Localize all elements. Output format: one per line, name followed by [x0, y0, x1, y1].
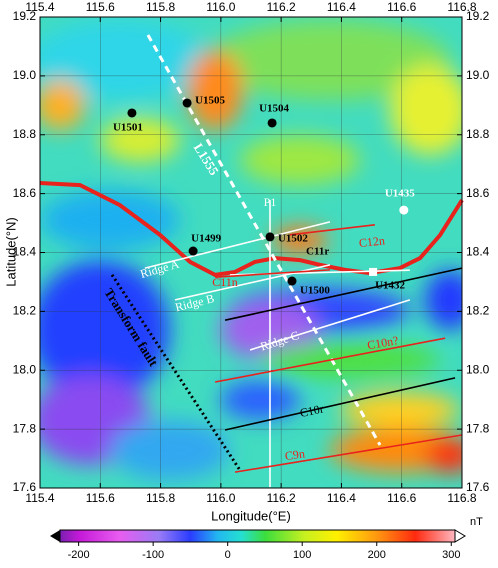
y-tick-label: 17.6 — [13, 480, 37, 494]
site-label: U1505 — [195, 94, 225, 106]
colorbar-tick-label: 0 — [225, 549, 231, 561]
x-tick-label-top: 116.2 — [267, 0, 296, 14]
y-tick-label: 17.8 — [13, 421, 37, 435]
x-tick-label: 116.0 — [206, 491, 235, 505]
site-label: U1432 — [375, 279, 405, 291]
line-label: C10n? — [366, 333, 399, 352]
site-marker — [369, 267, 378, 276]
site-label: U1504 — [259, 103, 289, 115]
profile-line — [224, 267, 463, 321]
x-tick-label-top: 115.4 — [25, 0, 54, 14]
site-marker — [399, 205, 409, 215]
line-label: P1 — [264, 195, 277, 209]
profile-line — [110, 274, 242, 471]
y-tick-label-right: 18.6 — [466, 186, 490, 200]
x-tick-label: 115.6 — [86, 491, 115, 505]
x-tick-label: 116.8 — [447, 491, 476, 505]
profile-line — [224, 377, 456, 431]
profile-line — [144, 221, 331, 269]
x-tick-label: 115.8 — [146, 491, 175, 505]
line-label: C12n — [358, 233, 385, 250]
colorbar-tick-label: 200 — [368, 549, 386, 561]
y-tick-label-right: 19.0 — [466, 68, 490, 82]
profile-line — [214, 337, 446, 383]
y-tick-label-right: 18.0 — [466, 362, 490, 376]
y-tick-label: 19.2 — [13, 9, 37, 23]
y-tick-label-right: 18.8 — [466, 127, 490, 141]
y-tick-label-right: 17.8 — [466, 421, 490, 435]
y-tick-label: 18.6 — [13, 186, 37, 200]
site-label: U1502 — [278, 232, 308, 244]
site-marker — [188, 246, 198, 256]
x-tick-label-top: 116.6 — [387, 0, 416, 14]
x-axis-label: Longitude(°E) — [211, 508, 291, 523]
colorbar-high-arrow — [454, 529, 466, 543]
site-marker — [287, 276, 297, 286]
profile-line — [215, 269, 331, 279]
site-marker — [127, 108, 137, 118]
site-label: U1435 — [385, 188, 415, 200]
x-tick-label-top: 116.0 — [206, 0, 235, 14]
site-marker — [265, 232, 275, 242]
colorbar-tick-label: -100 — [142, 549, 164, 561]
colorbar-tick-label: 300 — [442, 549, 460, 561]
x-tick-label: 116.6 — [387, 491, 416, 505]
line-label: C9n — [284, 446, 306, 463]
x-tick-label-top: 116.8 — [447, 0, 476, 14]
colorbar — [60, 530, 455, 542]
map-frame — [39, 16, 463, 489]
y-tick-label: 18.4 — [13, 245, 37, 259]
x-tick-label: 116.4 — [327, 491, 356, 505]
profile-line — [289, 224, 375, 236]
drill-sites: U1501 U1505 U1504 U1435 U1502 U1499 U1500 U1432… — [113, 94, 415, 296]
profile-line — [174, 264, 331, 301]
colorbar-tick-label: 100 — [293, 549, 311, 561]
profile-line — [249, 299, 411, 351]
colorbar-frame — [59, 529, 456, 543]
line-label: C11n — [212, 275, 238, 289]
site-label: U1499 — [191, 233, 221, 245]
site-marker — [267, 118, 277, 128]
y-tick-label: 18.2 — [13, 304, 37, 318]
profile-line — [234, 434, 463, 473]
x-tick-label-top: 115.6 — [86, 0, 115, 14]
site-marker — [182, 98, 192, 108]
y-tick-label-right: 19.2 — [466, 9, 490, 23]
y-tick-label-right: 18.2 — [466, 304, 490, 318]
x-tick-label: 116.2 — [267, 491, 296, 505]
y-tick-label-right: 18.4 — [466, 245, 490, 259]
x-tick-label: 115.4 — [25, 491, 54, 505]
colorbar-tick-label: -200 — [68, 549, 90, 561]
colorbar-low-arrow — [50, 530, 60, 542]
y-tick-label-right: 17.6 — [466, 480, 490, 494]
annotation: C11r — [306, 246, 329, 258]
site-label: U1500 — [300, 285, 330, 297]
y-tick-label: 18.0 — [13, 362, 37, 376]
y-tick-label: 18.8 — [13, 127, 37, 141]
y-axis-label: Latitude(°N) — [3, 217, 18, 287]
x-tick-label-top: 115.8 — [146, 0, 175, 14]
line-label: C10r — [299, 401, 325, 420]
x-tick-label-top: 116.4 — [327, 0, 356, 14]
y-tick-label: 19.0 — [13, 68, 37, 82]
colorbar-unit: nT — [470, 516, 483, 528]
site-label: U1501 — [113, 121, 143, 133]
